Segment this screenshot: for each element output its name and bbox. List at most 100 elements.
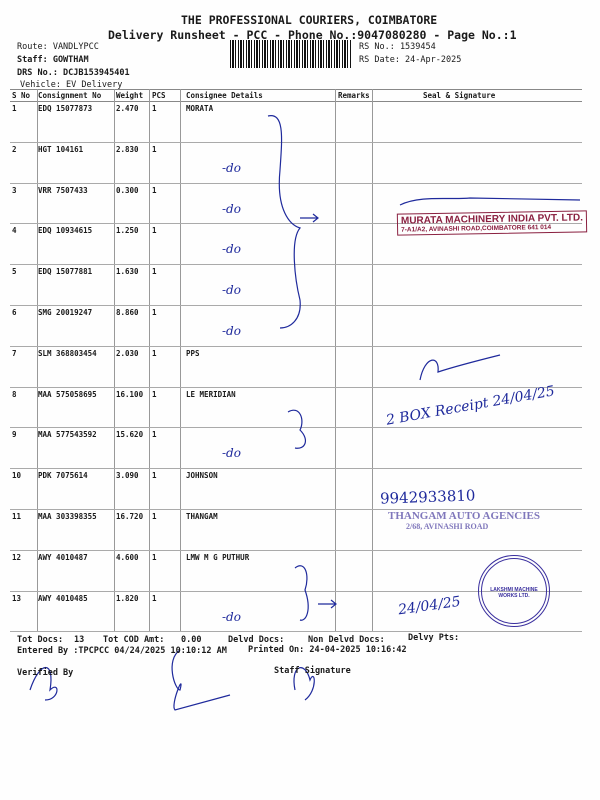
ditto-mark: -do bbox=[222, 324, 241, 338]
cell-consignee: LMW M G PUTHUR bbox=[186, 552, 250, 562]
cell-sno: 11 bbox=[12, 512, 22, 521]
row-divider bbox=[10, 305, 582, 306]
row-divider bbox=[10, 386, 582, 388]
arrow-mark bbox=[318, 599, 337, 609]
cell-wt: 15.620 bbox=[116, 430, 144, 440]
cell-consignee: MORATA bbox=[186, 104, 214, 113]
row-divider bbox=[10, 427, 582, 429]
cell-pcs: 1 bbox=[152, 430, 157, 440]
cell-wt: 8.860 bbox=[116, 308, 139, 317]
column-divider bbox=[372, 89, 373, 632]
row-divider bbox=[10, 264, 582, 266]
ditto-mark: -do bbox=[222, 201, 241, 216]
ditto-mark: -do bbox=[222, 609, 241, 624]
cod-value: 0.00 bbox=[181, 635, 202, 645]
cell-cn: SMG 20019247 bbox=[38, 308, 93, 317]
ditto-mark: -do bbox=[222, 242, 241, 257]
cell-wt: 1.820 bbox=[116, 593, 139, 603]
cell-pcs: 1 bbox=[152, 144, 157, 154]
cell-wt: 16.720 bbox=[116, 512, 144, 521]
vehicle: Vehicle: EV Delivery bbox=[20, 80, 123, 90]
cell-sno: 12 bbox=[12, 552, 22, 562]
column-header: Weight bbox=[116, 91, 144, 100]
header-divider bbox=[10, 101, 582, 102]
cell-cn: EDQ 15077881 bbox=[38, 267, 93, 277]
route: Route: VANDLYPCC bbox=[17, 42, 99, 52]
bracket-mark bbox=[294, 565, 309, 621]
cell-pcs: 1 bbox=[152, 348, 157, 358]
cell-cn: HGT 104161 bbox=[38, 144, 84, 154]
column-divider bbox=[37, 89, 38, 632]
cell-pcs: 1 bbox=[152, 267, 157, 277]
cell-cn: MAA 575058695 bbox=[38, 389, 97, 399]
cell-wt: 0.300 bbox=[116, 185, 139, 195]
cell-cn: AWY 4010485 bbox=[38, 593, 88, 603]
column-header: Seal & Signature bbox=[423, 91, 496, 100]
cell-pcs: 1 bbox=[152, 226, 157, 236]
column-divider bbox=[114, 89, 115, 632]
cell-sno: 10 bbox=[12, 471, 22, 481]
handwritten-receipt: 2 BOX Receipt 24/04/25 bbox=[384, 383, 556, 429]
cell-wt: 3.090 bbox=[116, 471, 139, 481]
column-divider bbox=[149, 89, 150, 632]
row-divider bbox=[10, 345, 582, 347]
cell-pcs: 1 bbox=[152, 104, 157, 113]
cell-sno: 2 bbox=[12, 144, 17, 154]
row-divider bbox=[10, 549, 582, 551]
cell-sno: 13 bbox=[12, 593, 22, 603]
column-header: PCS bbox=[152, 91, 166, 100]
cell-consignee: JOHNSON bbox=[186, 471, 218, 481]
row-divider bbox=[10, 141, 582, 143]
murata-stamp: MURATA MACHINERY INDIA PVT. LTD. 7-A1/A2… bbox=[396, 210, 588, 236]
thangam-stamp: THANGAM AUTO AGENCIES 2/68, AVINASHI ROA… bbox=[388, 510, 540, 531]
cell-sno: 4 bbox=[12, 226, 17, 236]
cell-wt: 16.100 bbox=[116, 389, 144, 399]
drs-no: DRS No.: DCJB153945401 bbox=[17, 68, 130, 78]
cell-wt: 2.030 bbox=[116, 348, 139, 358]
delvd-docs: Delvd Docs: bbox=[228, 635, 285, 645]
staff-signature-label: Staff Signature bbox=[274, 666, 351, 676]
column-header: Remarks bbox=[338, 91, 370, 100]
cell-pcs: 1 bbox=[152, 593, 157, 603]
bracket-mark bbox=[287, 409, 307, 449]
document-subtitle: Delivery Runsheet - PCC - Phone No.:9047… bbox=[108, 28, 517, 42]
lmw-stamp: LAKSHMI MACHINE WORKS LTD. bbox=[478, 555, 550, 627]
cell-cn: MAA 303398355 bbox=[38, 512, 97, 521]
document-title: THE PROFESSIONAL COURIERS, COIMBATORE bbox=[181, 13, 438, 27]
handwritten-date: 24/04/25 bbox=[397, 593, 462, 619]
barcode bbox=[230, 40, 351, 68]
column-header: Consignee Details bbox=[186, 91, 263, 100]
cell-wt: 2.830 bbox=[116, 144, 139, 154]
cell-sno: 5 bbox=[12, 267, 17, 277]
ditto-mark: -do bbox=[222, 283, 241, 298]
cell-cn: EDQ 10934615 bbox=[38, 226, 93, 236]
verified-by-label: Verified By bbox=[17, 668, 74, 678]
cell-cn: EDQ 15077873 bbox=[38, 104, 93, 113]
bracket-mark bbox=[267, 115, 302, 329]
rs-no: RS No.: 1539454 bbox=[359, 42, 436, 52]
cell-sno: 9 bbox=[12, 430, 17, 440]
thangam-stamp-address: 2/68, AVINASHI ROAD bbox=[406, 522, 489, 531]
signature-center bbox=[171, 649, 231, 711]
delvy-pts: Delvy Pts: bbox=[408, 633, 460, 643]
signature-pps bbox=[419, 354, 501, 381]
column-header: S No bbox=[12, 91, 31, 100]
row-divider bbox=[10, 182, 582, 184]
cell-cn: SLM 368803454 bbox=[38, 348, 97, 358]
cell-cn: MAA 577543592 bbox=[38, 430, 97, 440]
cell-wt: 2.470 bbox=[116, 104, 139, 113]
ditto-mark: -do bbox=[222, 160, 241, 175]
cell-wt: 1.630 bbox=[116, 267, 139, 277]
cell-sno: 3 bbox=[12, 185, 17, 195]
column-divider bbox=[180, 89, 181, 632]
cell-pcs: 1 bbox=[152, 552, 157, 562]
table-top-border bbox=[10, 89, 582, 90]
cell-wt: 1.250 bbox=[116, 226, 139, 236]
column-header: Consignment No bbox=[38, 91, 102, 100]
non-delvd-docs: Non Delvd Docs: bbox=[308, 635, 385, 645]
cell-consignee: THANGAM bbox=[186, 512, 218, 521]
staff: Staff: GOWTHAM bbox=[17, 55, 89, 65]
row-divider bbox=[10, 631, 582, 633]
handwritten-phone: 9942933810 bbox=[379, 486, 476, 508]
